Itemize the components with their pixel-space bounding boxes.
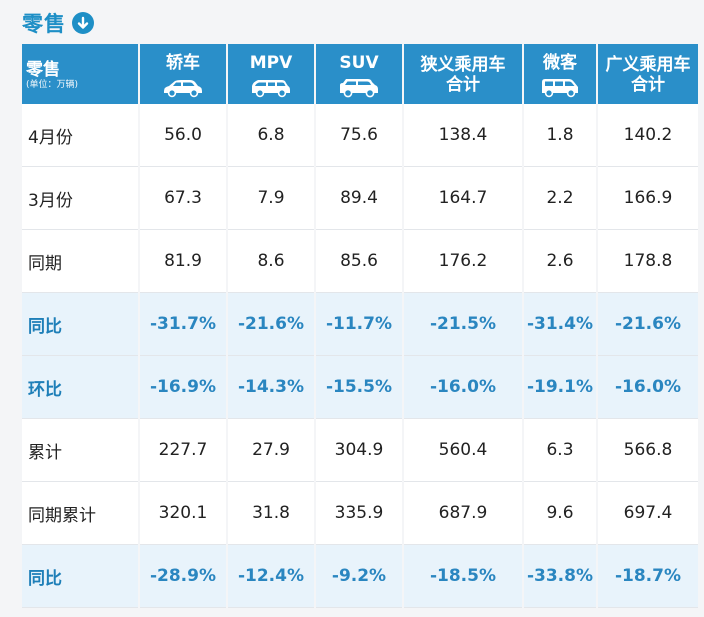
table-cell: -33.8% <box>524 545 596 608</box>
table-cell: 6.3 <box>524 419 596 482</box>
row-label: 同比 <box>22 293 138 356</box>
table-row: 4月份 56.0 6.8 75.6 138.4 1.8 140.2 <box>22 104 698 167</box>
table-cell: -31.4% <box>524 293 596 356</box>
row-label: 同比 <box>22 545 138 608</box>
table-cell: -19.1% <box>524 356 596 419</box>
table-cell: 566.8 <box>598 419 698 482</box>
column-label: SUV <box>339 52 379 73</box>
table-cell: 687.9 <box>404 482 522 545</box>
column-header-minivan: 微客 <box>524 44 596 104</box>
table-cell: -9.2% <box>316 545 402 608</box>
table-cell: 7.9 <box>228 167 314 230</box>
table-cell: -16.0% <box>404 356 522 419</box>
table-cell: 56.0 <box>140 104 226 167</box>
column-label-line2: 合计 <box>631 75 665 95</box>
column-label-line2: 合计 <box>446 75 480 95</box>
column-header-sedan: 轿车 <box>140 44 226 104</box>
table-row: 同比 -28.9% -12.4% -9.2% -18.5% -33.8% -18.7% <box>22 545 698 608</box>
table-cell: -16.9% <box>140 356 226 419</box>
table-cell: 89.4 <box>316 167 402 230</box>
table-cell: 697.4 <box>598 482 698 545</box>
column-label: 狭义乘用车 <box>420 55 506 75</box>
mpv-car-icon <box>252 79 290 97</box>
table-cell: -31.7% <box>140 293 226 356</box>
table-cell: 138.4 <box>404 104 522 167</box>
table-cell: 227.7 <box>140 419 226 482</box>
row-label: 4月份 <box>22 104 138 167</box>
table-cell: -11.7% <box>316 293 402 356</box>
table-cell: 304.9 <box>316 419 402 482</box>
table-cell: 2.6 <box>524 230 596 293</box>
table-row: 环比 -16.9% -14.3% -15.5% -16.0% -19.1% -16.0% <box>22 356 698 419</box>
column-label: 广义乘用车 <box>605 55 691 75</box>
corner-label: 零售 <box>26 59 60 80</box>
column-label: 轿车 <box>166 52 200 73</box>
table-cell: -12.4% <box>228 545 314 608</box>
table-cell: -18.7% <box>598 545 698 608</box>
table-cell: 85.6 <box>316 230 402 293</box>
table-row: 同比 -31.7% -21.6% -11.7% -21.5% -31.4% -21.6% <box>22 293 698 356</box>
table-cell: 164.7 <box>404 167 522 230</box>
table-cell: -14.3% <box>228 356 314 419</box>
table-row: 3月份 67.3 7.9 89.4 164.7 2.2 166.9 <box>22 167 698 230</box>
table-cell: 8.6 <box>228 230 314 293</box>
table-cell: -21.6% <box>598 293 698 356</box>
table-cell: 81.9 <box>140 230 226 293</box>
section-title: 零售 <box>22 6 94 40</box>
column-header-mpv: MPV <box>228 44 314 104</box>
table-cell: 6.8 <box>228 104 314 167</box>
suv-car-icon <box>340 78 378 97</box>
arrow-down-circle-icon[interactable] <box>72 12 94 34</box>
column-header-narrow-passenger-total: 狭义乘用车 合计 <box>404 44 522 104</box>
column-label: 微客 <box>543 52 577 73</box>
table-cell: 1.8 <box>524 104 596 167</box>
minivan-icon <box>542 78 578 97</box>
column-label: MPV <box>249 52 293 73</box>
table-cell: 2.2 <box>524 167 596 230</box>
table-cell: 27.9 <box>228 419 314 482</box>
row-label: 同期 <box>22 230 138 293</box>
table-row: 累计 227.7 27.9 304.9 560.4 6.3 566.8 <box>22 419 698 482</box>
table-cell: 166.9 <box>598 167 698 230</box>
page-title: 零售 <box>22 12 66 36</box>
table-cell: -18.5% <box>404 545 522 608</box>
retail-sales-table: 零售 (单位：万辆) 轿车 MPV <box>20 44 700 608</box>
table-cell: -28.9% <box>140 545 226 608</box>
table-cell: 320.1 <box>140 482 226 545</box>
table-cell: -16.0% <box>598 356 698 419</box>
table-cell: 140.2 <box>598 104 698 167</box>
corner-unit: (单位：万辆) <box>26 79 79 90</box>
table-cell: -21.6% <box>228 293 314 356</box>
row-label: 环比 <box>22 356 138 419</box>
table-cell: 176.2 <box>404 230 522 293</box>
table-cell: -21.5% <box>404 293 522 356</box>
table-cell: 31.8 <box>228 482 314 545</box>
row-label: 同期累计 <box>22 482 138 545</box>
table-header-row: 零售 (单位：万辆) 轿车 MPV <box>22 44 698 104</box>
table-row: 同期累计 320.1 31.8 335.9 687.9 9.6 697.4 <box>22 482 698 545</box>
table-cell: 178.8 <box>598 230 698 293</box>
table-cell: 75.6 <box>316 104 402 167</box>
row-label: 3月份 <box>22 167 138 230</box>
header-corner: 零售 (单位：万辆) <box>22 44 138 104</box>
table-cell: 9.6 <box>524 482 596 545</box>
row-label: 累计 <box>22 419 138 482</box>
column-header-suv: SUV <box>316 44 402 104</box>
sedan-car-icon <box>164 79 202 97</box>
table-cell: 560.4 <box>404 419 522 482</box>
table-cell: 67.3 <box>140 167 226 230</box>
column-header-broad-passenger-total: 广义乘用车 合计 <box>598 44 698 104</box>
table-cell: -15.5% <box>316 356 402 419</box>
table-row: 同期 81.9 8.6 85.6 176.2 2.6 178.8 <box>22 230 698 293</box>
table-cell: 335.9 <box>316 482 402 545</box>
